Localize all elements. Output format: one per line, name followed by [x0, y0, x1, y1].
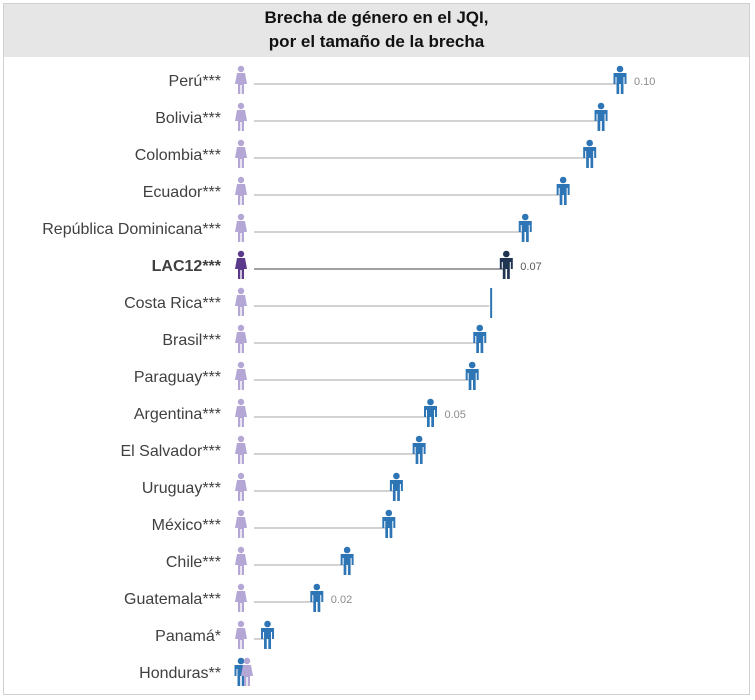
- category-label: México***: [152, 517, 221, 534]
- category-label: Uruguay***: [142, 480, 221, 497]
- male-icon: [412, 435, 426, 464]
- chart-title-line-2: por el tamaño de la brecha: [268, 32, 485, 51]
- category-label: Colombia***: [135, 147, 221, 164]
- chart-title-line-1: Brecha de género en el JQI,: [264, 8, 489, 27]
- male-icon: [490, 288, 493, 318]
- chart-title-bar: Brecha de género en el JQI, por el tamañ…: [4, 4, 749, 57]
- male-icon: [261, 620, 275, 649]
- category-label: Guatemala***: [124, 591, 221, 608]
- male-icon: [310, 583, 324, 612]
- female-icon: [235, 139, 247, 168]
- female-icon: [235, 102, 247, 131]
- category-label: Bolivia***: [155, 110, 221, 127]
- male-icon: [594, 102, 608, 131]
- category-label: Paraguay***: [134, 369, 221, 386]
- female-icon: [241, 657, 253, 686]
- male-icon: [499, 250, 513, 279]
- female-icon: [235, 472, 247, 501]
- male-icon: [518, 213, 532, 242]
- female-icon: [235, 546, 247, 575]
- male-icon: [424, 398, 437, 427]
- category-label: LAC12***: [152, 258, 222, 275]
- value-label: 0.10: [634, 76, 655, 88]
- category-label: El Salvador***: [121, 443, 222, 460]
- category-label: Brasil***: [162, 332, 221, 349]
- female-icon: [235, 509, 247, 538]
- chart-frame: Brecha de género en el JQI, por el tamañ…: [3, 3, 750, 695]
- category-label: República Dominicana***: [42, 221, 221, 238]
- value-label: 0.02: [331, 594, 352, 606]
- male-icon: [465, 361, 479, 390]
- female-icon: [235, 324, 247, 353]
- male-icon: [382, 509, 396, 538]
- male-icon: [389, 472, 403, 501]
- male-icon: [613, 65, 627, 94]
- category-label: Argentina***: [134, 406, 221, 423]
- male-icon: [340, 546, 354, 575]
- value-label: 0.05: [445, 409, 466, 421]
- female-icon: [235, 435, 247, 464]
- category-label: Ecuador***: [143, 184, 221, 201]
- category-label: Costa Rica***: [124, 295, 221, 312]
- male-icon: [556, 176, 570, 205]
- female-icon: [235, 583, 247, 612]
- female-icon: [235, 620, 247, 649]
- male-icon: [473, 324, 487, 353]
- female-icon: [235, 176, 247, 205]
- category-label: Honduras**: [139, 665, 221, 682]
- female-icon: [235, 250, 247, 279]
- category-label: Perú***: [169, 73, 221, 90]
- female-icon: [235, 287, 247, 316]
- value-label: 0.07: [520, 261, 541, 273]
- female-icon: [235, 398, 247, 427]
- category-label: Chile***: [166, 554, 221, 571]
- female-icon: [235, 361, 247, 390]
- category-label: Panamá*: [155, 628, 221, 645]
- female-icon: [235, 213, 247, 242]
- female-icon: [235, 65, 247, 94]
- male-icon: [583, 139, 597, 168]
